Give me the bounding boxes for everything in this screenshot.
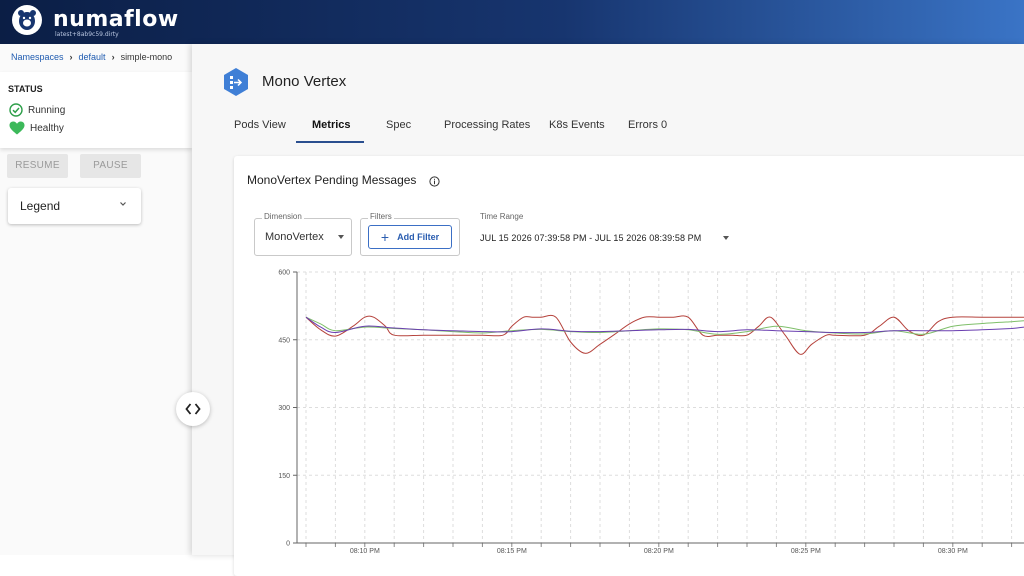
- tab-processing-rates[interactable]: Processing Rates: [444, 119, 531, 131]
- breadcrumb-namespaces[interactable]: Namespaces: [11, 52, 64, 62]
- y-tick-label: 0: [286, 541, 290, 548]
- chevron-down-icon: [120, 202, 126, 206]
- series-line-green: [305, 316, 1024, 335]
- pause-button[interactable]: PAUSE: [80, 154, 141, 178]
- status-title: STATUS: [8, 84, 43, 94]
- info-icon[interactable]: [429, 176, 440, 187]
- x-tick-label: 08:30 PM: [938, 548, 968, 555]
- metrics-title: MonoVertex Pending Messages: [247, 173, 417, 187]
- status-healthy-label: Healthy: [30, 122, 64, 134]
- x-tick-label: 08:15 PM: [497, 548, 527, 555]
- breadcrumb: Namespaces › default › simple-mono: [11, 52, 192, 62]
- status-running: Running: [9, 103, 65, 117]
- tab-pods-view[interactable]: Pods View: [234, 119, 286, 131]
- check-circle-icon: [9, 103, 23, 117]
- caret-down-icon: [338, 235, 344, 239]
- chevron-right-icon: ›: [69, 52, 73, 62]
- legend-accordion[interactable]: Legend: [8, 188, 141, 224]
- x-tick-label: 08:10 PM: [350, 548, 380, 555]
- version-label: latest+8ab9c59.dirty: [55, 31, 119, 38]
- legend-label: Legend: [20, 199, 61, 213]
- series-line-purple: [305, 316, 1024, 334]
- dimension-value: MonoVertex: [265, 231, 324, 243]
- mono-vertex-icon: [224, 68, 248, 96]
- status-running-label: Running: [28, 104, 66, 116]
- app-header: numaflow latest+8ab9c59.dirty: [0, 0, 1024, 44]
- status-healthy: Healthy: [9, 121, 64, 135]
- y-tick-label: 150: [278, 473, 290, 480]
- active-tab-indicator: [296, 141, 364, 143]
- x-tick-label: 08:25 PM: [791, 548, 821, 555]
- caret-down-icon: [723, 236, 729, 240]
- breadcrumb-current: simple-mono: [120, 52, 173, 62]
- add-filter-button[interactable]: + Add Filter: [368, 225, 452, 249]
- status-card: [0, 72, 192, 148]
- time-range-picker[interactable]: JUL 15 2026 07:39:58 PM - JUL 15 2026 08…: [480, 233, 702, 243]
- brand-name: numaflow: [53, 7, 179, 32]
- dimension-label: Dimension: [262, 212, 304, 221]
- plus-icon: +: [380, 229, 390, 245]
- code-arrows-icon: [185, 403, 201, 415]
- y-tick-label: 300: [278, 405, 290, 412]
- tab-spec[interactable]: Spec: [386, 119, 412, 131]
- panel-toggle-button[interactable]: [176, 392, 210, 426]
- add-filter-label: Add Filter: [397, 232, 440, 242]
- pending-messages-chart: 600 450 300 150 0 08:10 PM 08:15 PM 08:20 PM 08:…: [278, 270, 1024, 555]
- tab-errors[interactable]: Errors 0: [628, 119, 668, 131]
- y-tick-label: 450: [278, 337, 290, 344]
- chevron-right-icon: ›: [111, 52, 115, 62]
- vertex-title: Mono Vertex: [262, 73, 347, 90]
- x-tick-label: 08:20 PM: [644, 548, 674, 555]
- y-tick-label: 600: [278, 270, 290, 277]
- resume-button[interactable]: RESUME: [7, 154, 68, 178]
- tab-metrics[interactable]: Metrics: [312, 119, 351, 131]
- bear-logo-icon: [18, 10, 36, 30]
- heart-icon: [9, 121, 25, 135]
- breadcrumb-default[interactable]: default: [78, 52, 106, 62]
- filters-group: [360, 218, 460, 256]
- tab-k8s-events[interactable]: K8s Events: [549, 119, 605, 131]
- series-line-red: [305, 314, 1024, 355]
- time-range-label: Time Range: [480, 212, 524, 221]
- numaflow-logo[interactable]: [12, 5, 42, 35]
- filters-label: Filters: [368, 212, 394, 221]
